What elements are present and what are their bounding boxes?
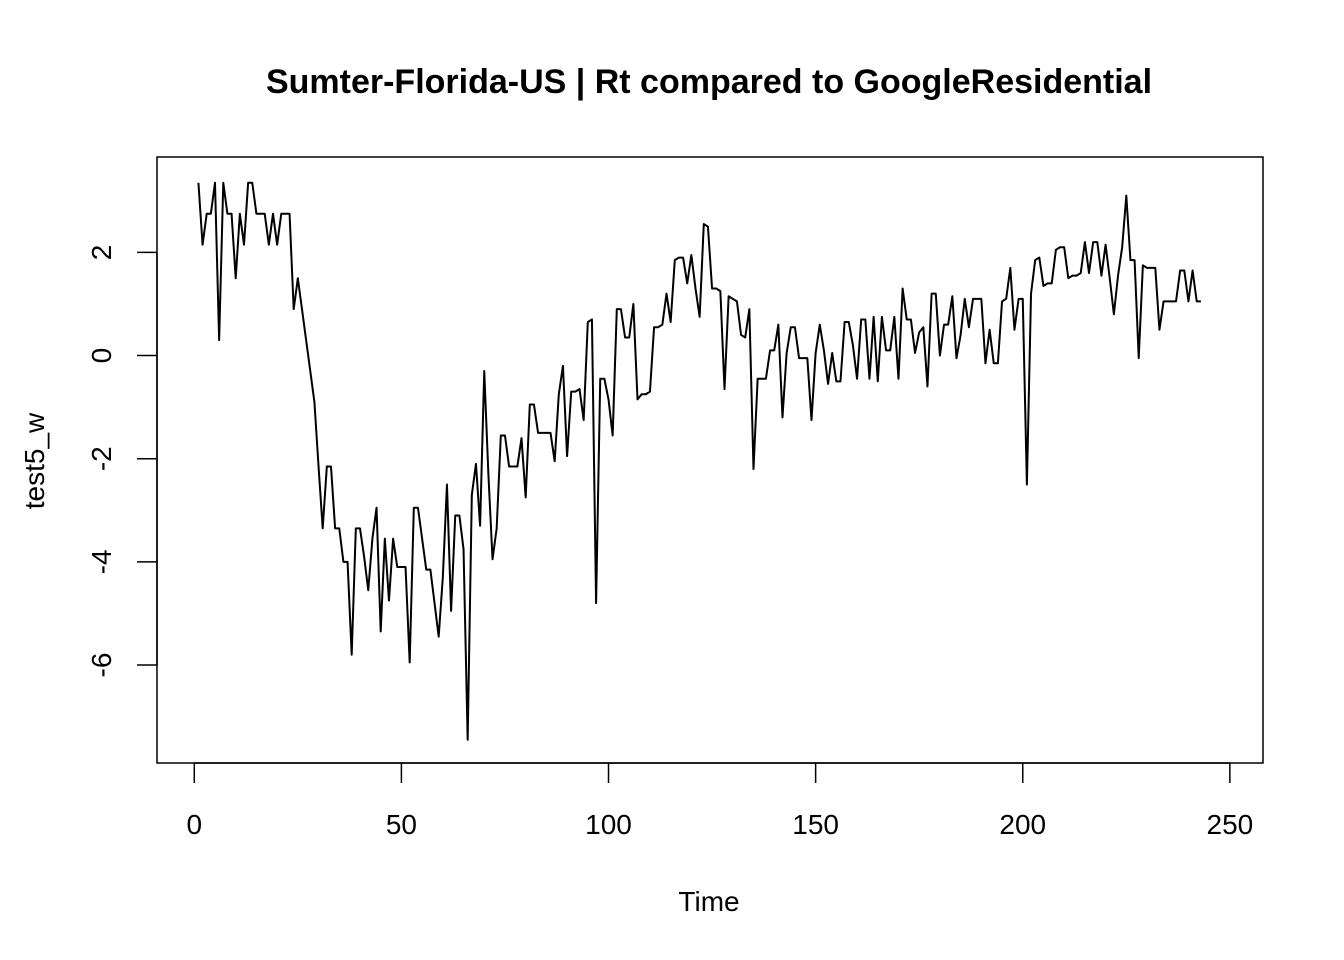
x-axis-label: Time: [678, 886, 739, 917]
y-tick-label: 2: [86, 245, 117, 261]
series-layer: [197, 181, 1201, 741]
x-tick-label: 150: [792, 809, 839, 840]
chart-title: Sumter-Florida-US | Rt compared to Googl…: [266, 63, 1152, 101]
y-axis: -6 -4 -2 0 2: [86, 245, 158, 678]
y-tick-label: -2: [86, 446, 117, 471]
y-tick-label: -4: [86, 549, 117, 574]
y-axis-label: test5_w: [19, 412, 50, 509]
y-tick-label: -6: [86, 653, 117, 678]
y-tick-label: 0: [86, 348, 117, 364]
x-tick-label: 50: [386, 809, 417, 840]
x-tick-label: 100: [585, 809, 632, 840]
x-axis: 0 50 100 150 200 250: [186, 762, 1254, 840]
x-tick-label: 0: [186, 809, 202, 840]
x-tick-label: 250: [1207, 809, 1254, 840]
x-tick-label: 200: [999, 809, 1046, 840]
series-line-0: [197, 181, 1201, 741]
